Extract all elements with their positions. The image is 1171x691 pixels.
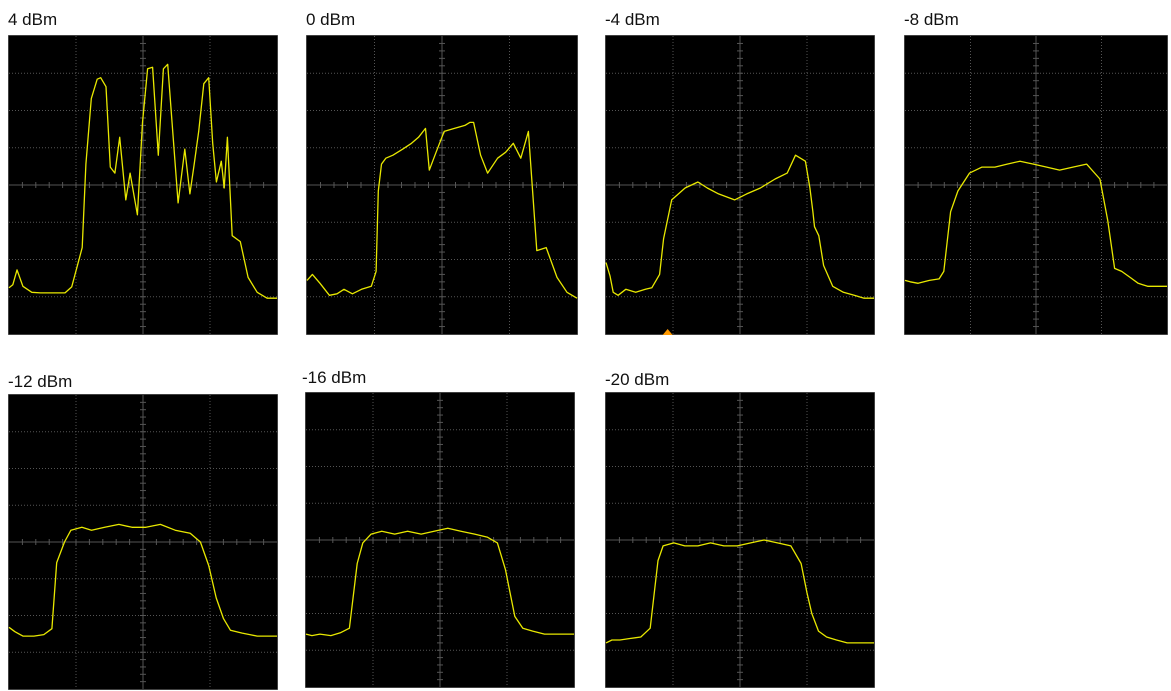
trigger-marker-icon xyxy=(662,329,673,335)
spectrum-trace xyxy=(904,160,1167,287)
spectrum-panel-minus20dbm xyxy=(605,392,875,688)
scope-grid xyxy=(606,36,874,334)
spectrum-panel-minus16dbm xyxy=(305,392,575,688)
spectrum-trace xyxy=(605,154,874,299)
panel-title-minus16dbm: -16 dBm xyxy=(302,368,367,387)
spectrum-trace xyxy=(605,539,874,644)
scope-grid xyxy=(9,395,277,689)
scope-grid xyxy=(9,36,277,334)
spectrum-trace xyxy=(8,523,277,637)
panel-title-minus8dbm: -8 dBm xyxy=(904,10,959,29)
panel-title-0dbm: 0 dBm xyxy=(306,10,356,29)
panel-title-minus12dbm: -12 dBm xyxy=(8,372,73,391)
spectrum-panel-minus12dbm xyxy=(8,394,278,690)
spectrum-trace xyxy=(8,63,277,299)
spectrum-panel-minus8dbm xyxy=(904,35,1168,335)
scope-grid xyxy=(606,393,874,687)
panel-title-4dbm: 4 dBm xyxy=(8,10,58,29)
scope-grid xyxy=(307,36,577,334)
spectrum-panel-4dbm xyxy=(8,35,278,335)
panel-title-minus4dbm: -4 dBm xyxy=(605,10,660,29)
spectrum-panel-minus4dbm xyxy=(605,35,875,335)
spectrum-panel-0dbm xyxy=(306,35,578,335)
spectrum-trace xyxy=(306,121,578,299)
spectrum-trace xyxy=(305,527,574,637)
panel-title-minus20dbm: -20 dBm xyxy=(605,370,670,389)
scope-grid xyxy=(306,393,574,687)
scope-grid xyxy=(905,36,1167,334)
